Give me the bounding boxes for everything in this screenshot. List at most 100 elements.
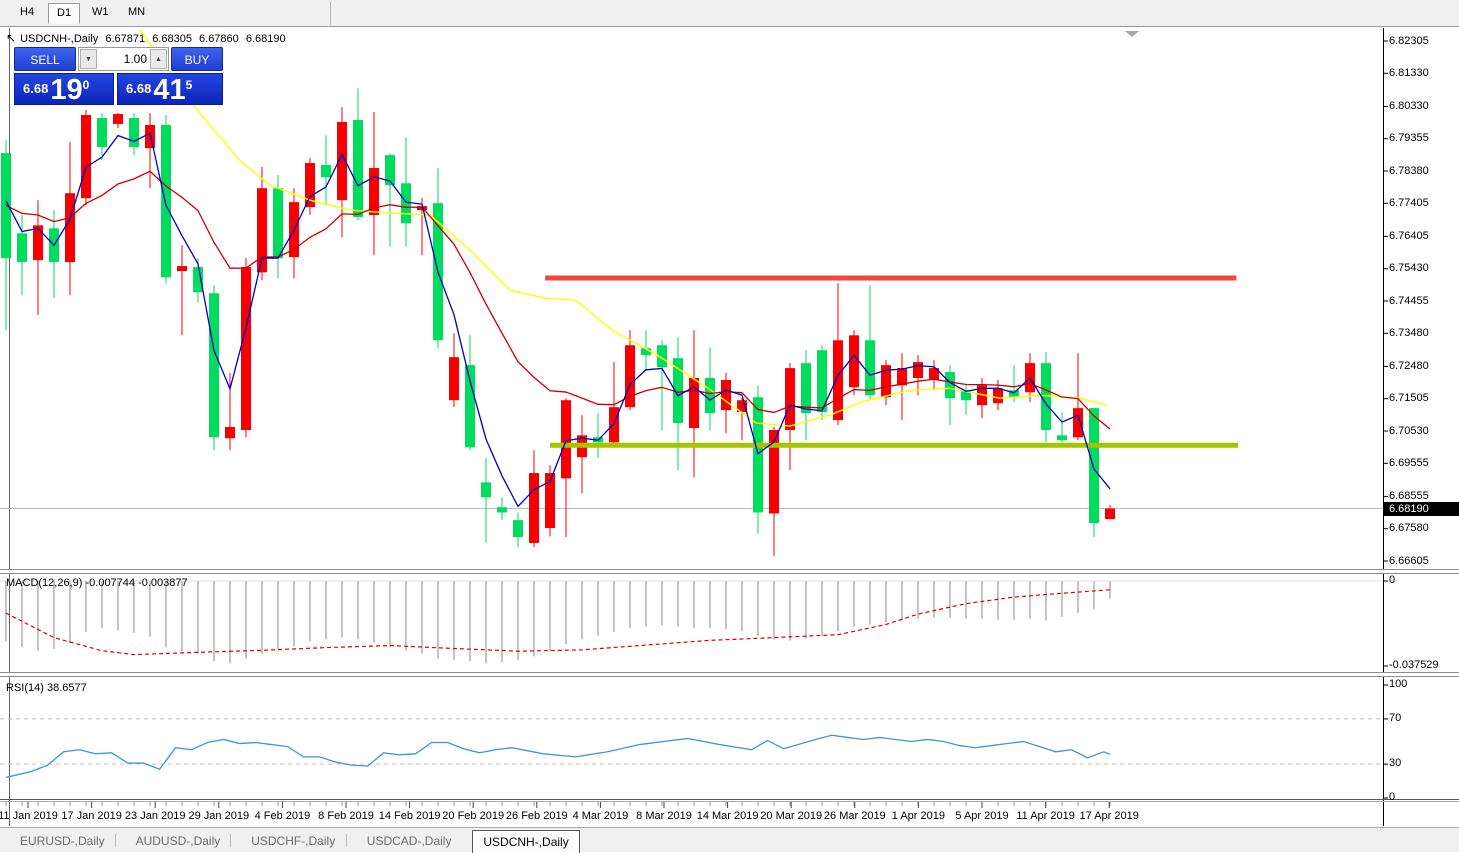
macd-value-1: -0.007744 bbox=[85, 577, 136, 589]
timeframe-tab-h4[interactable]: H4 bbox=[20, 6, 35, 18]
candle-body bbox=[353, 119, 363, 218]
candle-body bbox=[929, 368, 939, 380]
candle-body bbox=[449, 357, 459, 401]
ohlc-low: 6.67860 bbox=[199, 33, 239, 45]
ma-red-line bbox=[5, 170, 1111, 430]
price-axis-label: 6.68555 bbox=[1389, 489, 1429, 502]
timeframe-tab-mn[interactable]: MN bbox=[128, 6, 146, 18]
price-axis-label: 6.74455 bbox=[1389, 294, 1429, 307]
sell-button[interactable]: SELL bbox=[14, 47, 76, 71]
price-axis-label: 6.81330 bbox=[1389, 66, 1429, 79]
candle-body bbox=[65, 193, 75, 263]
symbol-tab-eurusd[interactable]: EURUSD-,Daily bbox=[20, 834, 105, 848]
price-axis-label: 6.70530 bbox=[1389, 424, 1429, 437]
candle-body bbox=[897, 368, 907, 386]
symbol-tab-usdcnh[interactable]: USDCNH-,Daily bbox=[472, 830, 580, 853]
cursor-arrow-icon: ↖ bbox=[6, 31, 17, 45]
ma-yellow-line bbox=[139, 29, 1107, 427]
candle-body bbox=[961, 390, 971, 401]
timeframe-tab-d1[interactable]: D1 bbox=[48, 3, 81, 24]
candle-body bbox=[241, 267, 251, 431]
tab-separator bbox=[345, 834, 347, 847]
rsi-axis-label: 30 bbox=[1389, 757, 1402, 770]
candle-body bbox=[1041, 363, 1051, 431]
volume-decrease-icon[interactable]: ▼ bbox=[80, 49, 97, 69]
candle-body bbox=[321, 165, 331, 178]
sell-price-sup: 0 bbox=[82, 78, 90, 92]
tab-separator bbox=[114, 834, 116, 847]
candle-body bbox=[161, 124, 171, 278]
price-axis-label: 6.72480 bbox=[1389, 359, 1429, 372]
sell-price-box[interactable]: 6.68190 bbox=[14, 73, 114, 105]
candle-body bbox=[865, 340, 875, 396]
date-label: 26 Feb 2019 bbox=[505, 810, 568, 822]
macd-axis-label: 0 bbox=[1389, 574, 1396, 586]
rsi-axis-label: 70 bbox=[1389, 711, 1402, 724]
trade-panel-row: SELL ▼ 1.00 ▲ BUY bbox=[14, 47, 223, 71]
candle-body bbox=[193, 267, 203, 293]
candle-body bbox=[225, 427, 235, 439]
candle-body bbox=[609, 407, 619, 443]
date-label: 8 Mar 2019 bbox=[636, 810, 692, 822]
symbol-tab-usdcad[interactable]: USDCAD-,Daily bbox=[366, 834, 452, 848]
volume-increase-icon[interactable]: ▲ bbox=[150, 49, 167, 69]
date-label: 29 Jan 2019 bbox=[188, 810, 250, 822]
price-axis-label: 6.73480 bbox=[1389, 326, 1429, 339]
date-label: 20 Mar 2019 bbox=[760, 810, 823, 822]
macd-panel-divider[interactable] bbox=[0, 569, 1459, 574]
price-axis-label: 6.76405 bbox=[1389, 229, 1429, 242]
candle-body bbox=[257, 188, 267, 273]
tab-separator bbox=[230, 834, 232, 847]
one-click-trading-panel: SELL ▼ 1.00 ▲ BUY 6.68190 6.68415 bbox=[14, 47, 223, 105]
date-label: 11 Jan 2019 bbox=[0, 810, 58, 822]
ohlc-close: 6.68190 bbox=[245, 33, 286, 45]
macd-indicator-label: MACD(12,26,9) -0.007744 -0.003877 bbox=[6, 577, 188, 589]
rsi-axis-label: 0 bbox=[1389, 791, 1396, 803]
chart-shift-marker-icon[interactable] bbox=[1125, 31, 1139, 37]
symbol-tab-audusd[interactable]: AUDUSD-,Daily bbox=[135, 834, 221, 848]
rsi-panel-divider[interactable] bbox=[0, 672, 1459, 677]
buy-price-sup: 5 bbox=[185, 78, 193, 92]
price-axis-label: 6.66605 bbox=[1389, 554, 1429, 567]
price-axis-label: 6.77405 bbox=[1389, 196, 1429, 209]
price-axis-label: 6.78380 bbox=[1389, 164, 1429, 177]
candle-body bbox=[1073, 408, 1083, 438]
date-label: 17 Apr 2019 bbox=[1079, 810, 1139, 822]
rsi-indicator-label: RSI(14) 38.6577 bbox=[6, 682, 87, 694]
ma-blue-line bbox=[5, 132, 1111, 508]
symbol-tab-usdchf[interactable]: USDCHF-,Daily bbox=[251, 834, 336, 848]
ohlc-open: 6.67871 bbox=[105, 33, 146, 45]
candle-body bbox=[625, 345, 635, 408]
price-axis-label: 6.82305 bbox=[1389, 34, 1429, 47]
candle-body bbox=[209, 293, 219, 438]
date-label: 14 Feb 2019 bbox=[378, 810, 441, 822]
candle-body bbox=[385, 155, 395, 186]
volume-value[interactable]: 1.00 bbox=[123, 52, 147, 66]
timeframe-tab-w1[interactable]: W1 bbox=[92, 6, 109, 18]
buy-price-big: 41 bbox=[153, 74, 186, 105]
price-axis-label: 6.67580 bbox=[1389, 522, 1429, 535]
ohlc-high: 6.68305 bbox=[152, 33, 192, 45]
buy-button[interactable]: BUY bbox=[171, 47, 223, 71]
macd-signal-line bbox=[5, 589, 1111, 656]
price-axis-label: 6.79355 bbox=[1389, 132, 1429, 145]
date-label: 8 Feb 2019 bbox=[318, 810, 374, 822]
candle-body bbox=[849, 335, 859, 388]
chart-tabs-bar: EURUSD-,Daily AUDUSD-,Daily USDCHF-,Daily U… bbox=[0, 827, 1459, 853]
candle-body bbox=[673, 358, 683, 424]
buy-price-box[interactable]: 6.68415 bbox=[117, 73, 223, 105]
candle-body bbox=[721, 379, 731, 411]
candle-body bbox=[689, 378, 699, 429]
timeframe-toolbar: H4 D1 W1 MN bbox=[0, 0, 1459, 27]
macd-value-2: -0.003877 bbox=[138, 577, 188, 589]
date-label: 23 Jan 2019 bbox=[124, 810, 186, 822]
candle-body bbox=[17, 233, 27, 263]
candle-body bbox=[913, 362, 923, 379]
candle-body bbox=[657, 345, 667, 368]
candle-body bbox=[369, 168, 379, 216]
volume-field[interactable]: ▼ 1.00 ▲ bbox=[78, 47, 169, 71]
candle-body bbox=[81, 115, 91, 199]
candle-body bbox=[33, 225, 43, 261]
